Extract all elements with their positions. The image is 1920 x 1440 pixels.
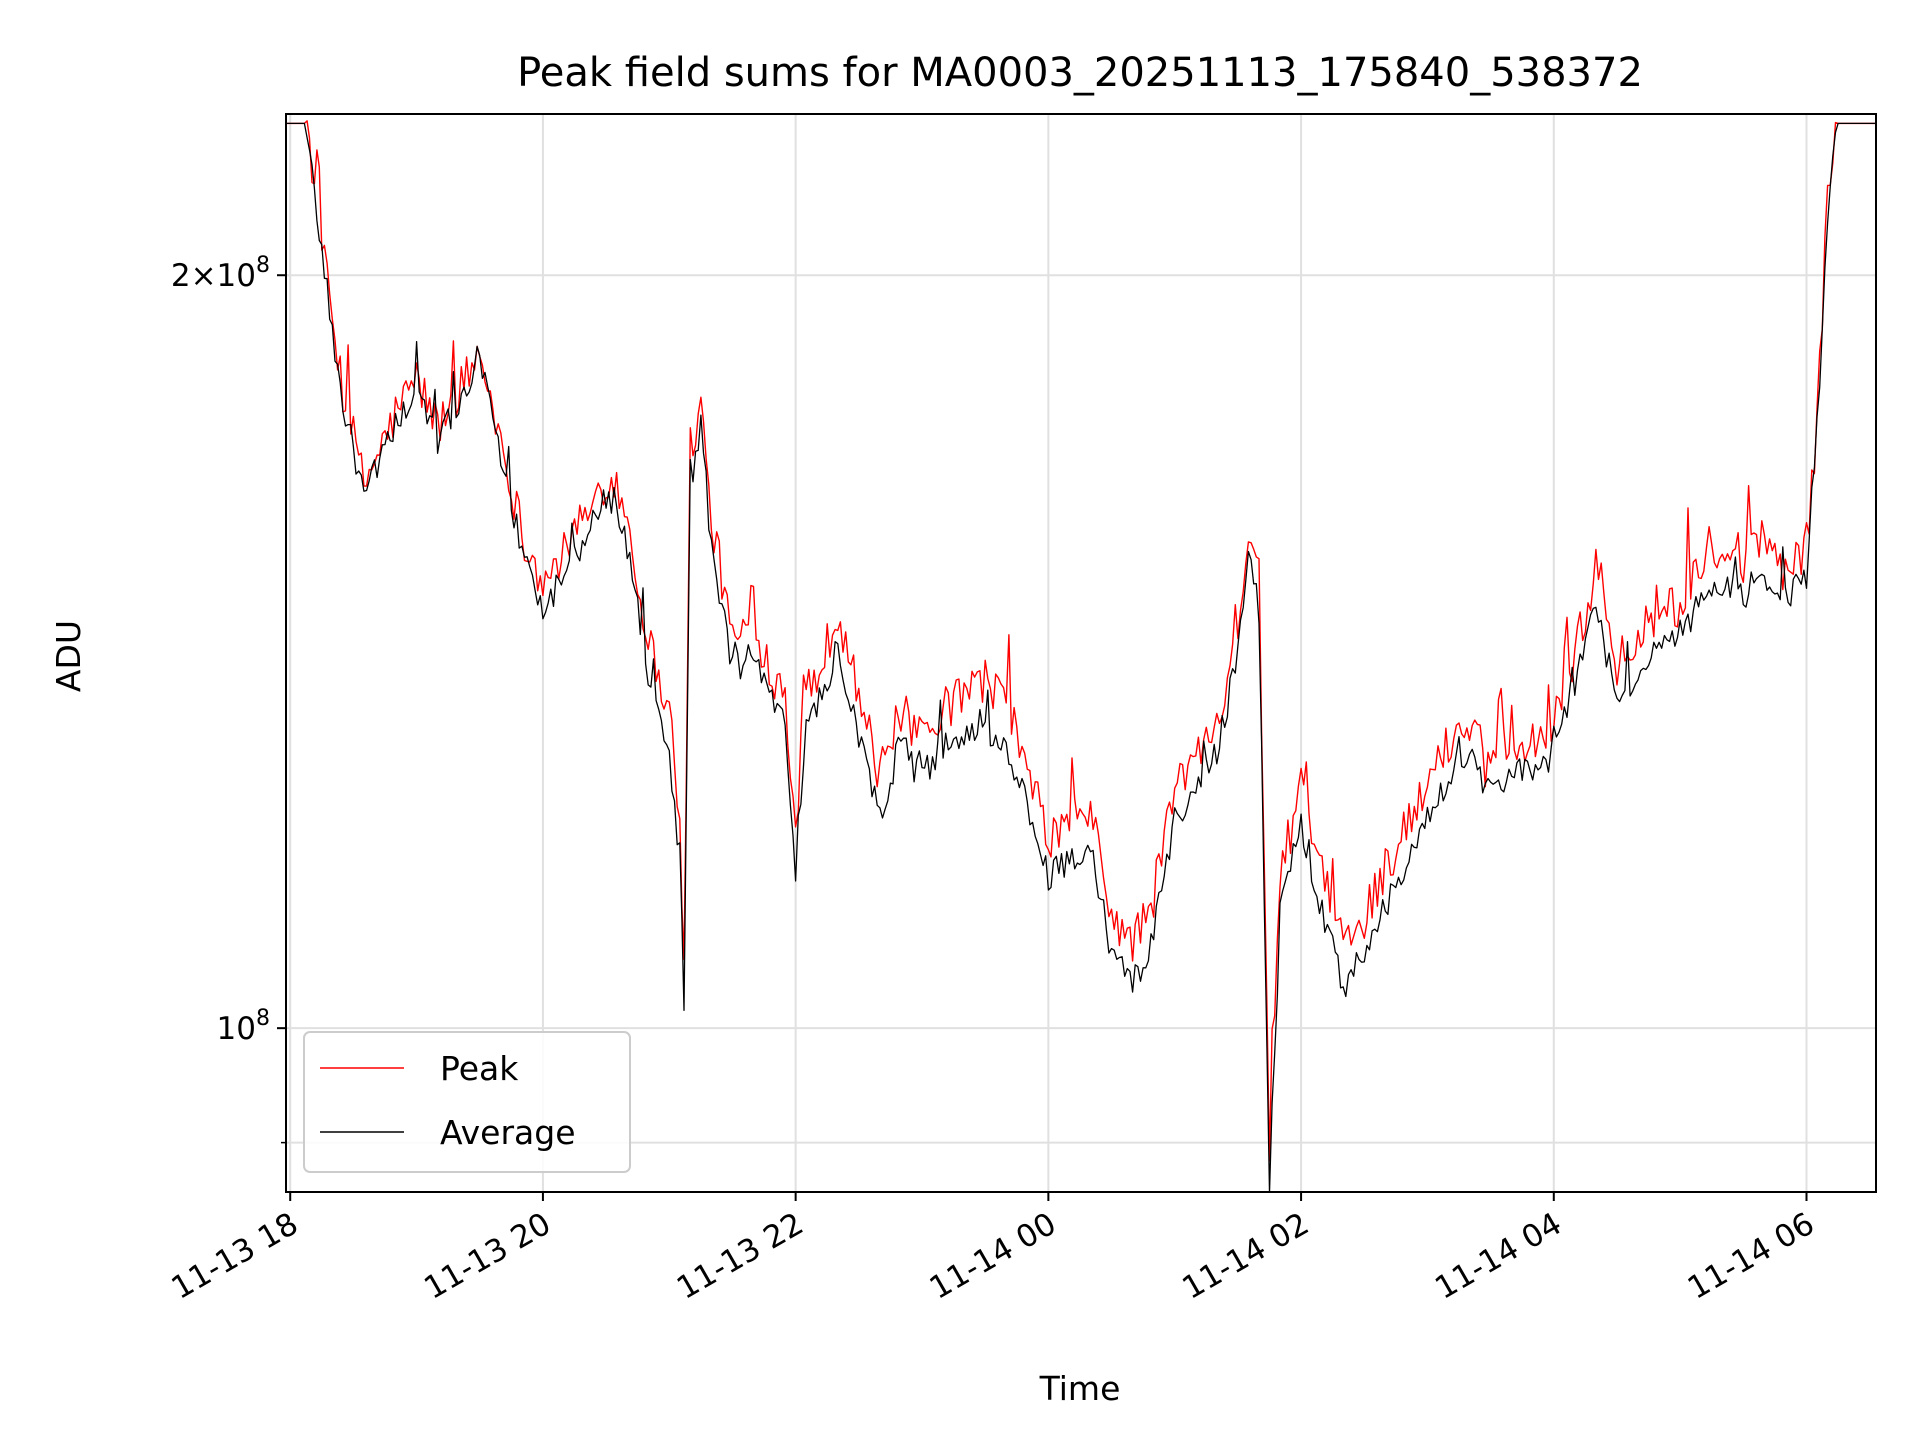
grid: [286, 114, 1876, 1192]
y-tick-label: 2×108: [171, 253, 270, 294]
axes-frame: [285, 113, 1877, 1193]
legend-box: [303, 1031, 631, 1173]
legend-label-average: Average: [440, 1113, 576, 1152]
x-axis-label: Time: [1039, 1369, 1121, 1408]
y-axis: 108 2×108: [171, 253, 286, 1144]
series-line-average: [286, 122, 1876, 1192]
legend-label-peak: Peak: [440, 1049, 519, 1088]
y-tick-label: 108: [217, 1006, 270, 1047]
series-lines: [286, 120, 1876, 1192]
chart-title: Peak field sums for MA0003_20251113_1758…: [517, 50, 1643, 96]
y-axis-label: ADU: [49, 620, 88, 692]
series-line-peak: [286, 120, 1876, 1162]
legend: Peak Average: [303, 1031, 631, 1173]
